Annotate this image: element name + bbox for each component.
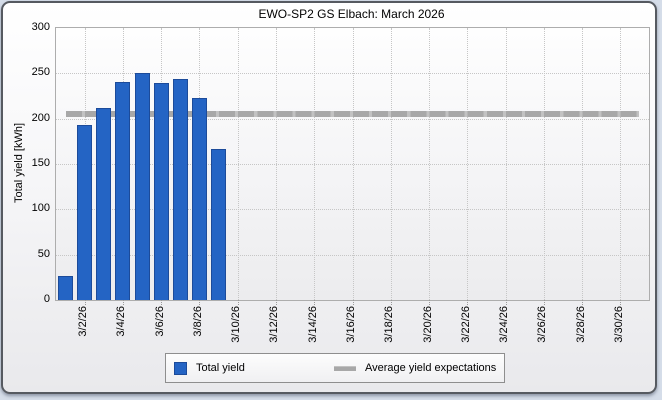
v-gridline <box>390 28 392 300</box>
y-tick-label: 200 <box>31 111 50 124</box>
y-tick-label: 150 <box>31 157 50 169</box>
x-axis-tick <box>314 300 316 305</box>
legend: Total yield Average yield expectations <box>165 353 505 383</box>
x-axis-tick <box>390 300 392 305</box>
v-gridline <box>505 28 507 300</box>
x-axis-tick <box>620 300 622 305</box>
x-tick-label: 3/28/26 <box>574 306 587 343</box>
legend-item-total-yield: Total yield <box>174 354 245 382</box>
v-gridline <box>237 28 239 300</box>
bar-3/8/26 <box>191 97 207 300</box>
x-axis-tick <box>122 300 124 305</box>
v-gridline <box>429 28 431 300</box>
v-gridline <box>543 28 545 300</box>
legend-label-total-yield: Total yield <box>196 362 245 374</box>
chart-widget: EWO-SP2 GS Elbach: March 2026 Total yiel… <box>1 1 657 394</box>
bar-3/7/26 <box>172 78 188 300</box>
bar-3/5/26 <box>134 73 150 300</box>
y-tick-label: 250 <box>31 66 50 79</box>
x-axis-tick <box>467 300 469 305</box>
y-tick-label: 0 <box>43 293 50 305</box>
average-line-swatch-icon <box>334 365 356 371</box>
total-yield-swatch-icon <box>174 361 187 375</box>
plot-area <box>55 27 650 305</box>
x-axis-tick <box>505 300 507 305</box>
v-gridline <box>352 28 354 300</box>
bar-3/6/26 <box>153 83 169 300</box>
chart-title: EWO-SP2 GS Elbach: March 2026 <box>258 7 445 21</box>
bar-3/9/26 <box>211 149 227 300</box>
v-gridline <box>275 28 277 300</box>
v-gridline <box>467 28 469 300</box>
x-axis-tick <box>543 300 545 305</box>
x-axis-tick <box>237 300 239 305</box>
legend-label-average-yield: Average yield expectations <box>365 362 497 374</box>
v-gridline <box>620 28 622 300</box>
y-tick-label: 300 <box>31 21 50 33</box>
x-axis-tick <box>582 300 584 305</box>
x-axis-tick <box>352 300 354 305</box>
v-gridline <box>582 28 584 300</box>
x-tick-label: 3/2/26 <box>77 306 90 337</box>
y-tick-label: 50 <box>37 247 50 260</box>
legend-item-average-yield: Average yield expectations <box>334 354 496 382</box>
x-axis-tick <box>199 300 201 305</box>
x-axis-tick <box>429 300 431 305</box>
bar-3/4/26 <box>115 82 131 300</box>
x-tick-label: 3/4/26 <box>115 306 128 337</box>
bar-3/3/26 <box>96 107 112 300</box>
average-yield-line <box>65 111 640 118</box>
bar-3/2/26 <box>77 125 93 300</box>
x-axis-tick <box>275 300 277 305</box>
y-axis-tick-labels: 0 50 100 150 200 250 300 <box>3 21 50 305</box>
v-gridline <box>314 28 316 300</box>
x-tick-label: 3/26/26 <box>536 306 549 343</box>
y-tick-label: 100 <box>31 202 50 215</box>
x-axis-tick <box>84 300 86 305</box>
bar-3/1/26 <box>58 276 74 300</box>
x-axis-tick <box>161 300 163 305</box>
x-tick-label: 3/30/26 <box>612 306 625 343</box>
